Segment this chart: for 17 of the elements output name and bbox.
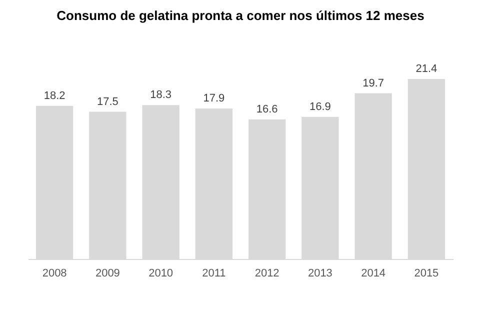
data-label: 19.7	[362, 77, 384, 90]
data-label: 17.9	[203, 92, 225, 104]
data-label: 17.5	[96, 96, 118, 108]
x-tick-label: 2014	[361, 268, 386, 280]
chart-title: Consumo de gelatina pronta a comer nos últimos 12 meses	[56, 8, 424, 23]
x-tick-label: 2012	[254, 268, 280, 280]
x-tick-label: 2010	[148, 268, 174, 280]
x-tick-label: 2013	[308, 268, 332, 280]
data-label: 18.3	[150, 89, 172, 102]
x-tick-label: 2008	[42, 268, 67, 280]
data-label: 18.2	[44, 90, 66, 102]
x-tick-label: 2015	[414, 268, 439, 280]
data-label: 21.4	[416, 63, 438, 75]
data-label: 16.9	[309, 100, 331, 113]
x-tick-label: 2009	[95, 268, 120, 280]
x-tick-label: 2011	[202, 268, 226, 280]
data-label: 16.6	[256, 103, 278, 116]
